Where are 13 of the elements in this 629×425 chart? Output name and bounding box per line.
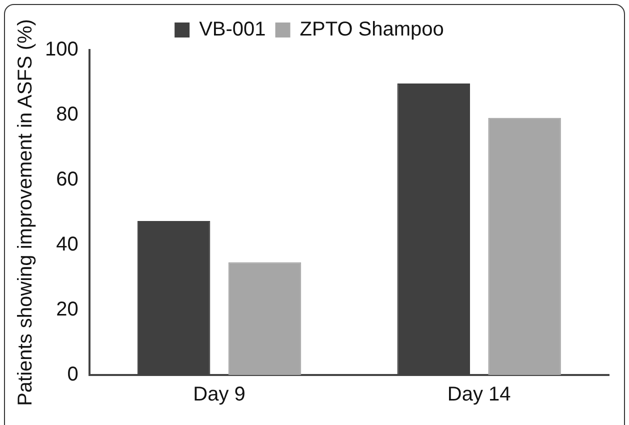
bar — [488, 118, 561, 375]
y-tick-label: 40 — [56, 234, 78, 256]
y-tick-label: 0 — [67, 364, 78, 386]
x-tick-label: Day 9 — [193, 384, 246, 406]
y-tick-label: 60 — [56, 168, 78, 191]
y-axis-title: Patients showing improvement in ASFS (%) — [14, 19, 37, 406]
legend-label: ZPTO Shampoo — [300, 18, 444, 41]
y-tick-label: 80 — [56, 104, 78, 126]
y-tick-label: 20 — [56, 298, 78, 321]
legend-label: VB-001 — [199, 18, 266, 41]
x-tick-label: Day 14 — [447, 384, 511, 406]
y-tick-label: 100 — [44, 38, 78, 61]
bar — [228, 262, 302, 375]
